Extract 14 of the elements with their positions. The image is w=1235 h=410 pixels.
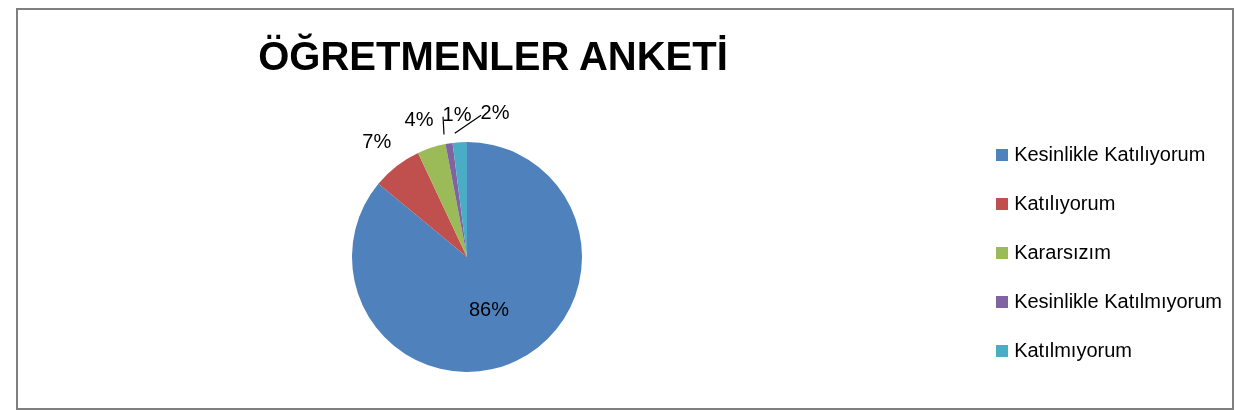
pie-slice [378,152,467,257]
data-label: 7% [362,130,392,153]
data-label: 4% [404,107,434,130]
data-label: 2% [480,101,510,124]
legend-label: Kesinlikle Katılmıyorum [1014,290,1222,313]
legend-label: Kesinlikle Katılıyorum [1014,143,1206,166]
data-label: 86% [468,298,510,321]
chart-title: ÖĞRETMENLER ANKETİ [257,34,729,79]
legend-label: Katılmıyorum [1014,339,1132,362]
pie-slice [418,144,467,257]
pie-slice [445,142,467,257]
legend-label: Kararsızım [1014,241,1111,264]
legend-label: Katılıyorum [1014,192,1116,215]
data-label: 1% [442,102,472,125]
